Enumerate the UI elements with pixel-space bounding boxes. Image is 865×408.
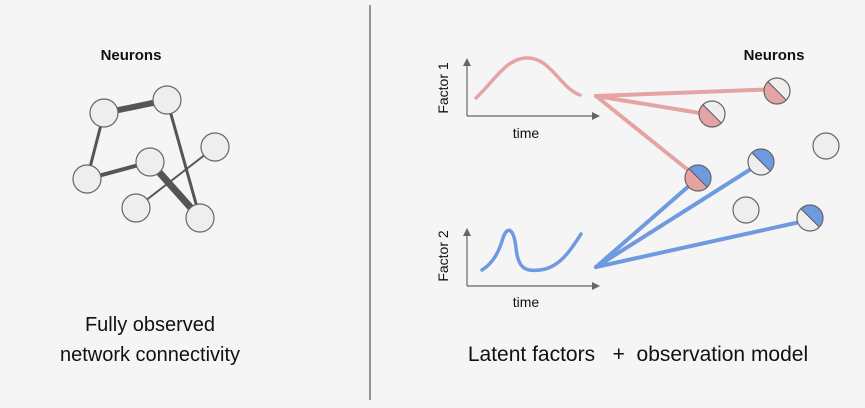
factor2-loadings — [594, 160, 811, 269]
left-caption-line2: network connectivity — [60, 344, 240, 366]
neuron-factor1 — [698, 100, 726, 128]
neuron-node — [89, 98, 119, 128]
neuron-node — [135, 147, 165, 177]
loading-line — [594, 218, 811, 269]
neuron-node — [72, 164, 102, 194]
left-caption-line1: Fully observed — [85, 314, 215, 336]
loading-line — [594, 94, 700, 180]
loading-line — [594, 160, 764, 269]
neuron-node — [152, 85, 182, 115]
factor1-loadings — [594, 87, 780, 180]
loading-line — [594, 176, 700, 269]
neuron-factor1 — [763, 77, 791, 105]
factor2-curve — [480, 228, 583, 273]
neuron-node — [200, 132, 230, 162]
neuron-unloaded — [812, 132, 840, 160]
factor1-plot: Factor 1 time — [435, 56, 600, 141]
neuron-factor2 — [796, 204, 824, 232]
neuron-unloaded — [732, 196, 760, 224]
factor2-label: Factor 2 — [435, 230, 451, 282]
left-neurons-title: Neurons — [101, 47, 162, 64]
neuron-node — [185, 203, 215, 233]
right-neurons-title: Neurons — [744, 47, 805, 64]
edge-thin — [135, 146, 216, 209]
factor1-label: Factor 1 — [435, 62, 451, 114]
left-panel: Neurons Fully observed network connectiv… — [60, 47, 240, 366]
network-nodes — [72, 85, 230, 233]
neuron-mixed — [684, 164, 712, 192]
neuron-factor2 — [747, 148, 775, 176]
loading-line — [594, 87, 780, 98]
factor2-plot: Factor 2 time — [435, 228, 600, 310]
factor1-time-label: time — [513, 125, 540, 141]
edge — [165, 98, 202, 220]
right-panel: Neurons Factor 1 time Factor 2 time — [435, 47, 840, 366]
factor2-time-label: time — [513, 294, 540, 310]
loading-line — [594, 94, 714, 117]
observed-neurons — [684, 77, 840, 232]
factor1-curve — [474, 56, 582, 100]
neuron-node — [121, 193, 151, 223]
right-caption: Latent factors + observation model — [468, 343, 808, 366]
